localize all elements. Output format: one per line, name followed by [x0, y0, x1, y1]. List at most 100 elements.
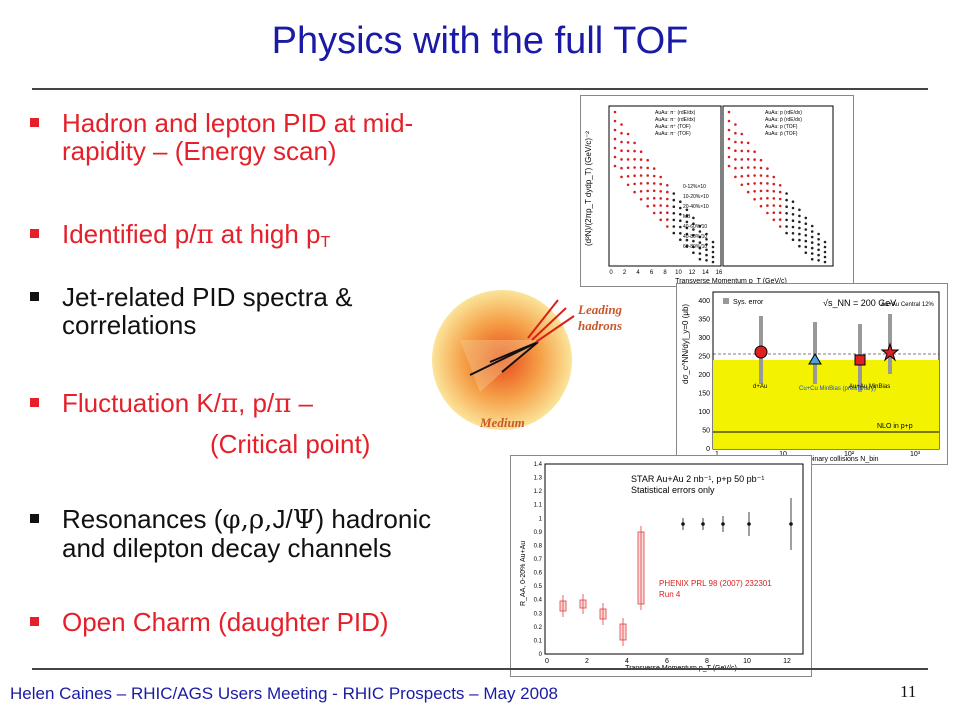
- spectra-point: [633, 141, 636, 145]
- spectra-point: [711, 250, 715, 254]
- spectra-point: [626, 166, 630, 170]
- spectra-point: [785, 231, 788, 235]
- spectra-point: [672, 212, 676, 215]
- spectra-point: [613, 164, 617, 168]
- spectra-point: [759, 181, 763, 185]
- spectra-point: [740, 183, 744, 187]
- bullet-marker: [30, 292, 39, 301]
- spectra-point: [791, 238, 795, 241]
- spectra-point: [679, 206, 682, 210]
- bullet-line: Jet-related PID spectra &: [62, 282, 353, 312]
- spectra-point: [740, 149, 744, 153]
- spectra-point: [646, 158, 649, 162]
- spectra-x-tick: 4: [636, 270, 640, 276]
- spectra-legend-entry: AuAu: p̄ (TOF): [765, 131, 798, 137]
- spectra-point: [785, 205, 788, 208]
- raa-y-tick: 0.1: [534, 638, 543, 644]
- yield-y-tick: 400: [698, 298, 710, 305]
- spectra-point: [823, 260, 827, 264]
- spectra-point: [659, 204, 662, 207]
- spectra-point: [666, 218, 669, 221]
- spectra-point: [727, 146, 731, 150]
- yield-y-tick: 100: [698, 409, 710, 416]
- spectra-point: [646, 181, 649, 185]
- spectra-point: [785, 225, 788, 228]
- spectra-point: [817, 253, 820, 257]
- spectra-point: [652, 182, 656, 185]
- raa-y-tick: 0: [539, 652, 543, 658]
- bullet-pid: Hadron and lepton PID at mid- rapidity –…: [30, 109, 520, 165]
- yield-label-central: Au+Au Central 12%: [881, 302, 935, 308]
- spectra-point: [613, 137, 617, 141]
- centrality-label: 40-60%/10: [683, 224, 707, 230]
- yield-x-tick: 1: [715, 451, 719, 458]
- spectra-point: [823, 255, 827, 259]
- spectra-point: [685, 214, 689, 218]
- spectra-right-frame: [722, 105, 834, 267]
- spectra-x-label: Transverse Momentum p_T (GeV/c): [675, 278, 787, 285]
- spectra-left-frame: [608, 105, 722, 267]
- spectra-legend-entry: AuAu: π⁺ (TOF): [655, 124, 691, 130]
- spectra-point: [810, 235, 814, 239]
- spectra-point: [791, 219, 795, 222]
- spectra-point: [620, 140, 623, 144]
- spectra-point: [620, 131, 623, 135]
- spectra-point: [766, 189, 769, 193]
- spectra-point: [672, 231, 676, 235]
- spectra-point: [817, 243, 820, 246]
- page-number: 11: [900, 682, 917, 701]
- spectra-legend-entry: AuAu: π⁻ (TOF): [655, 131, 691, 137]
- spectra-point: [685, 232, 689, 236]
- spectra-point: [772, 190, 776, 193]
- yield-y-tick: 350: [698, 317, 710, 324]
- spectra-point: [734, 166, 737, 170]
- spectra-point: [746, 182, 750, 186]
- spectra-point: [698, 252, 702, 255]
- spectra-point: [791, 213, 795, 216]
- raa-figure: R_AA, 0-20% Au+Au 0 0.1 0.2 0.3 0.4 0.5 0.6 0.7…: [510, 455, 812, 677]
- spectra-point: [646, 174, 649, 177]
- spectra-point: [746, 174, 750, 177]
- spectra-point: [804, 222, 808, 225]
- bullet-marker: [30, 229, 39, 238]
- spectra-point: [646, 204, 649, 208]
- spectra-point: [620, 175, 623, 179]
- charm-yield-figure: dσ_c^NN/dy|_y=0 (μb) 0 50 100 150 200 250 300 3…: [676, 283, 948, 465]
- spectra-point: [652, 167, 656, 170]
- bullet-line: and dilepton decay channels: [62, 533, 392, 563]
- spectra-point: [798, 244, 801, 248]
- leading-tracks: [527, 299, 575, 343]
- yield-x-label: number of binary collisions N_bin: [775, 456, 878, 463]
- raa-star-points: [681, 498, 793, 550]
- spectra-point: [639, 150, 643, 153]
- spectra-point: [823, 240, 827, 244]
- bullet-marker: [30, 398, 39, 407]
- spectra-point: [785, 212, 788, 215]
- sys-error-swatch: [723, 298, 729, 304]
- bullet-identified: Identified p/π at high pT: [30, 220, 520, 257]
- bullet-marker: [30, 617, 39, 626]
- raa-y-ticks: 0 0.1 0.2 0.3 0.4 0.5 0.6 0.7 0.8 0.9 1 1.1 1.2 1.3 1.…: [534, 462, 543, 658]
- centrality-label: 10-20%×10: [683, 194, 709, 200]
- spectra-left-points: [613, 110, 715, 264]
- spectra-point: [740, 175, 744, 178]
- spectra-point: [753, 174, 756, 177]
- spectra-point: [679, 225, 682, 229]
- spectra-point: [772, 175, 776, 179]
- spectra-point: [659, 190, 662, 193]
- spectra-legend-entry: AuAu: p̄ (rdE/dx): [765, 117, 802, 123]
- spectra-point: [620, 123, 623, 126]
- jet-tracks: [469, 341, 539, 376]
- spectra-figure: (d²N)/(2πp_T dydp_T) (GeV/c)⁻² AuAu: π⁻ …: [580, 95, 854, 287]
- raa-y-tick: 1.3: [534, 476, 543, 482]
- spectra-point: [791, 225, 795, 229]
- spectra-point: [753, 158, 756, 161]
- spectra-point: [711, 255, 715, 259]
- spectra-point: [685, 238, 689, 242]
- raa-y-tick: 0.3: [534, 611, 543, 617]
- yield-y-tick: 250: [698, 354, 710, 361]
- raa-y-tick: 0.4: [534, 598, 543, 604]
- spectra-point: [666, 225, 669, 228]
- spectra-point: [772, 218, 776, 222]
- spectra-point: [804, 239, 808, 243]
